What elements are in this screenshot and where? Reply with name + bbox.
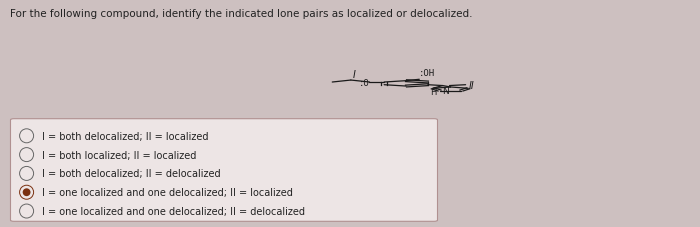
Text: I = one localized and one delocalized; II = localized: I = one localized and one delocalized; I… [42, 188, 293, 197]
Text: N: N [442, 86, 449, 95]
Text: I = both delocalized; II = delocalized: I = both delocalized; II = delocalized [42, 169, 220, 179]
Text: I: I [353, 70, 356, 80]
Text: H: H [430, 87, 437, 96]
Text: I = both delocalized; II = localized: I = both delocalized; II = localized [42, 131, 209, 141]
Ellipse shape [22, 188, 31, 196]
Text: I = both localized; II = localized: I = both localized; II = localized [42, 150, 197, 160]
Text: I = one localized and one delocalized; II = delocalized: I = one localized and one delocalized; I… [42, 206, 305, 216]
Text: :OH: :OH [419, 69, 435, 78]
Text: :O: :O [358, 78, 370, 87]
FancyBboxPatch shape [10, 119, 438, 221]
Text: For the following compound, identify the indicated lone pairs as localized or de: For the following compound, identify the… [10, 9, 473, 19]
Text: II: II [469, 80, 475, 90]
